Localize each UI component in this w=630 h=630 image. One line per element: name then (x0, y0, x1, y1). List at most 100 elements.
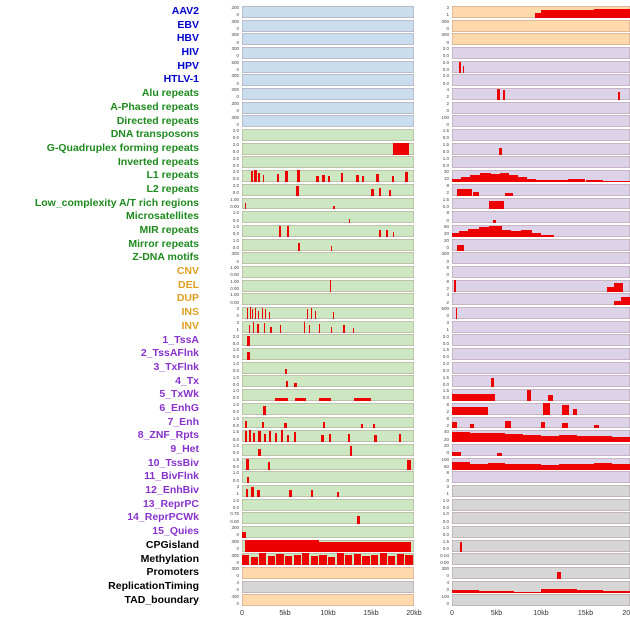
y-axis-ticks: 300 0 (206, 101, 242, 115)
left-track-plot (242, 512, 414, 525)
y-axis-ticks: 1.0 0.0 (206, 470, 242, 484)
signal-bar (247, 351, 250, 360)
signal-bar (276, 554, 284, 566)
signal-bar (541, 235, 555, 237)
y-tick-label: 1.00 (230, 265, 239, 271)
y-axis-ticks: 300 0 (206, 539, 242, 553)
signal-bar (393, 143, 409, 155)
y-tick-label: 2.0 (442, 46, 449, 52)
y-axis-ticks: 1.0 0.0 (206, 443, 242, 457)
x-axis-left: 0 5kb 10kb 15kb 20kb (240, 607, 422, 627)
row-label: Directed repeats (116, 114, 199, 127)
y-tick-label: 2 (446, 190, 449, 196)
signal-bar (505, 464, 524, 470)
signal-bar (310, 490, 314, 497)
y-axis-ticks: 500 0 (206, 60, 242, 74)
y-tick-label: 0.0 (442, 354, 449, 360)
row-label: CNV (176, 265, 199, 278)
y-tick-label: 0.0 (232, 436, 239, 442)
signal-bar (480, 173, 492, 183)
signal-bar (396, 554, 405, 566)
signal-bar (371, 554, 379, 566)
signal-bar (285, 556, 293, 566)
signal-bar (573, 408, 577, 415)
y-tick-label: 1.0 (232, 497, 239, 503)
signal-bar (379, 553, 387, 566)
right-track-plot (452, 361, 630, 374)
row-label: CPGisland (145, 538, 199, 551)
y-tick-label: 0.0 (442, 504, 449, 510)
signal-bar (340, 172, 344, 183)
y-axis-ticks: 300 0 (414, 566, 452, 580)
signal-bar (491, 174, 501, 183)
signal-bar (251, 487, 254, 497)
signal-bar (371, 188, 374, 196)
signal-bar (558, 434, 577, 443)
signal-bar (389, 190, 392, 196)
track-row: Alu repeats 300 0 4 2 (0, 87, 630, 101)
signal-bar (452, 589, 479, 593)
left-track-plot (242, 594, 414, 607)
left-track-plot (242, 33, 414, 46)
track-row: Directed repeats 300 0 100 0 (0, 115, 630, 129)
y-tick-label: 20 (443, 237, 449, 243)
y-tick-label: 0.0 (442, 395, 449, 401)
signal-bar (293, 383, 298, 388)
row-label: ReplicationTiming (108, 579, 199, 592)
y-axis-ticks: 300 0 (206, 115, 242, 129)
signal-bar (452, 179, 461, 183)
y-tick-label: 0.00 (440, 559, 449, 565)
y-axis-ticks: 1.0 0.0 (206, 416, 242, 430)
y-tick-label: 3 (446, 484, 449, 490)
y-tick-label: 0.00 (230, 285, 239, 291)
signal-bar (487, 432, 506, 443)
signal-bar (505, 193, 513, 196)
signal-bar (285, 171, 288, 183)
y-tick-label: 3 (446, 5, 449, 10)
y-tick-label: 2 (446, 409, 449, 415)
signal-bar (321, 434, 324, 443)
signal-bar (244, 203, 247, 210)
signal-bar (496, 452, 502, 456)
y-axis-ticks: 1.0 0.0 (414, 511, 452, 525)
y-axis-ticks: 2.0 0.0 (414, 361, 452, 375)
y-axis-ticks: 100 0 (414, 115, 452, 129)
right-track-plot (452, 60, 630, 73)
signal-bar (328, 556, 336, 566)
y-tick-label: 2.0 (232, 169, 239, 175)
y-axis-ticks: 300 0 (414, 251, 452, 265)
y-tick-label: 10 (443, 176, 449, 182)
left-track-plot (242, 526, 414, 538)
signal-bar (286, 225, 289, 237)
y-tick-label: 0.0 (232, 135, 239, 141)
y-tick-label: 3 (236, 306, 239, 312)
signal-bar (361, 175, 365, 183)
right-track-plot (452, 101, 630, 114)
signal-bar (307, 309, 309, 319)
y-axis-ticks: 1.5 0.0 (414, 539, 452, 553)
signal-bar (297, 243, 301, 251)
y-tick-label: 0 (446, 600, 449, 606)
y-tick-label: 2.0 (232, 141, 239, 147)
y-tick-label: 0.0 (442, 381, 449, 387)
track-row: CNV 1.00 0.00 8 0 (0, 265, 630, 279)
signal-bar (336, 491, 340, 497)
row-label: Z-DNA motifs (132, 251, 199, 264)
signal-bar (329, 280, 332, 292)
signal-bar (542, 403, 550, 415)
right-track-plot (452, 307, 630, 319)
row-label: HBV (176, 32, 199, 45)
y-tick-label: 1.0 (232, 237, 239, 243)
right-track-plot (452, 293, 630, 306)
signal-bar (333, 311, 335, 319)
y-tick-label: 0.0 (442, 532, 449, 538)
signal-bar (319, 542, 411, 552)
y-tick-label: 1.0 (442, 497, 449, 503)
track-row: HIV 300 0 2.0 0.0 (0, 46, 630, 60)
signal-bar (345, 555, 353, 566)
y-axis-ticks: 1.00 0.00 (206, 265, 242, 279)
y-tick-label: 1.5 (442, 388, 449, 394)
